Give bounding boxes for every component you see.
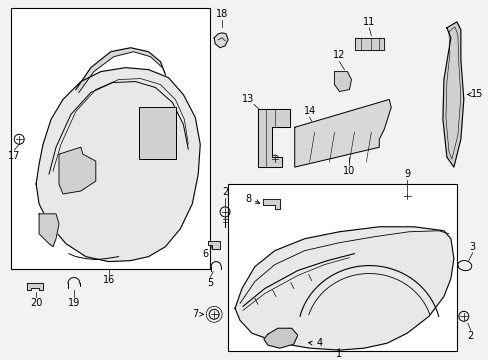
Text: 7: 7 — [192, 309, 198, 319]
Text: 2: 2 — [467, 331, 473, 341]
Polygon shape — [442, 22, 463, 167]
Text: 17: 17 — [8, 151, 20, 161]
Polygon shape — [59, 147, 96, 194]
Polygon shape — [294, 99, 390, 167]
Polygon shape — [235, 227, 453, 350]
Text: 12: 12 — [333, 50, 345, 60]
Polygon shape — [27, 283, 43, 291]
Polygon shape — [76, 48, 165, 93]
Polygon shape — [208, 241, 220, 249]
Text: 2: 2 — [222, 187, 228, 197]
Text: 6: 6 — [202, 249, 208, 258]
Text: 11: 11 — [363, 17, 375, 27]
Bar — [11, 8, 210, 269]
Text: 14: 14 — [303, 107, 315, 116]
Text: 1: 1 — [336, 349, 342, 359]
Polygon shape — [355, 38, 384, 50]
Polygon shape — [334, 72, 351, 91]
Text: 8: 8 — [244, 194, 250, 204]
Polygon shape — [214, 33, 227, 48]
Polygon shape — [39, 214, 59, 247]
Text: 19: 19 — [68, 298, 80, 309]
Polygon shape — [36, 68, 200, 262]
Text: 5: 5 — [206, 279, 213, 288]
Text: 16: 16 — [102, 275, 115, 285]
Text: 15: 15 — [469, 90, 482, 99]
Bar — [227, 184, 456, 351]
Text: 13: 13 — [242, 94, 254, 104]
Text: 10: 10 — [343, 166, 355, 176]
Polygon shape — [263, 199, 279, 209]
Text: 9: 9 — [403, 169, 409, 179]
Polygon shape — [257, 109, 289, 167]
Text: 4: 4 — [316, 338, 322, 348]
Text: 18: 18 — [216, 9, 228, 19]
Text: 3: 3 — [469, 242, 475, 252]
Text: 20: 20 — [30, 298, 42, 309]
Bar — [138, 107, 176, 159]
Polygon shape — [264, 328, 297, 348]
